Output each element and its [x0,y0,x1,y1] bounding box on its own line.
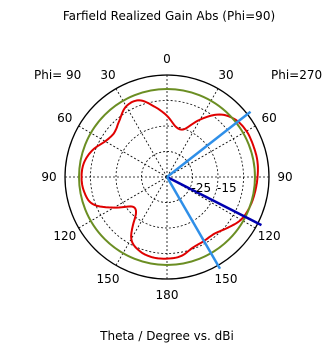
series-line-0 [80,99,259,260]
left-phi-label: Phi= 90 [34,68,81,82]
angle-label-210: 150 [97,272,120,286]
marker-line-1-0 [166,110,252,178]
angle-label-120: 120 [258,229,281,243]
angle-label-30: 30 [218,68,233,82]
chart-title: Farfield Realized Gain Abs (Phi=90) [63,9,275,23]
right-phi-label: Phi=270 [271,68,322,82]
radial-labels: -15 -25 [191,181,236,195]
outer-circle [64,74,270,280]
grid-spoke-60 [166,125,256,178]
marker-layer [165,110,263,270]
angle-label-60: 60 [262,111,277,125]
angle-label-270: 90 [41,170,56,184]
grid-circle-1 [115,125,219,229]
grid-spoke-300 [78,125,168,178]
grid-spoke-210 [115,176,168,266]
angle-label-150: 150 [215,272,238,286]
angle-label-240: 120 [53,229,76,243]
marker-line-0-0 [166,175,263,227]
series-layer [78,88,259,266]
angle-label-180: 180 [156,288,179,302]
grid-spoke-30 [166,88,219,178]
angle-label-0: 0 [163,52,171,66]
series-line-1 [78,88,256,266]
marker-line-1-1 [165,176,222,270]
x-axis-label: Theta / Degree vs. dBi [99,329,234,343]
radial-label-0: -15 [217,181,237,195]
angle-label-330: 30 [100,68,115,82]
angle-labels: 0 30 60 90 120 150 180 150 120 90 60 30 [41,52,292,302]
grid-spoke-330 [115,88,168,178]
angle-label-300: 60 [57,111,72,125]
angle-label-90: 90 [277,170,292,184]
grid-spoke-240 [78,176,168,229]
radial-label-1: -25 [191,181,211,195]
